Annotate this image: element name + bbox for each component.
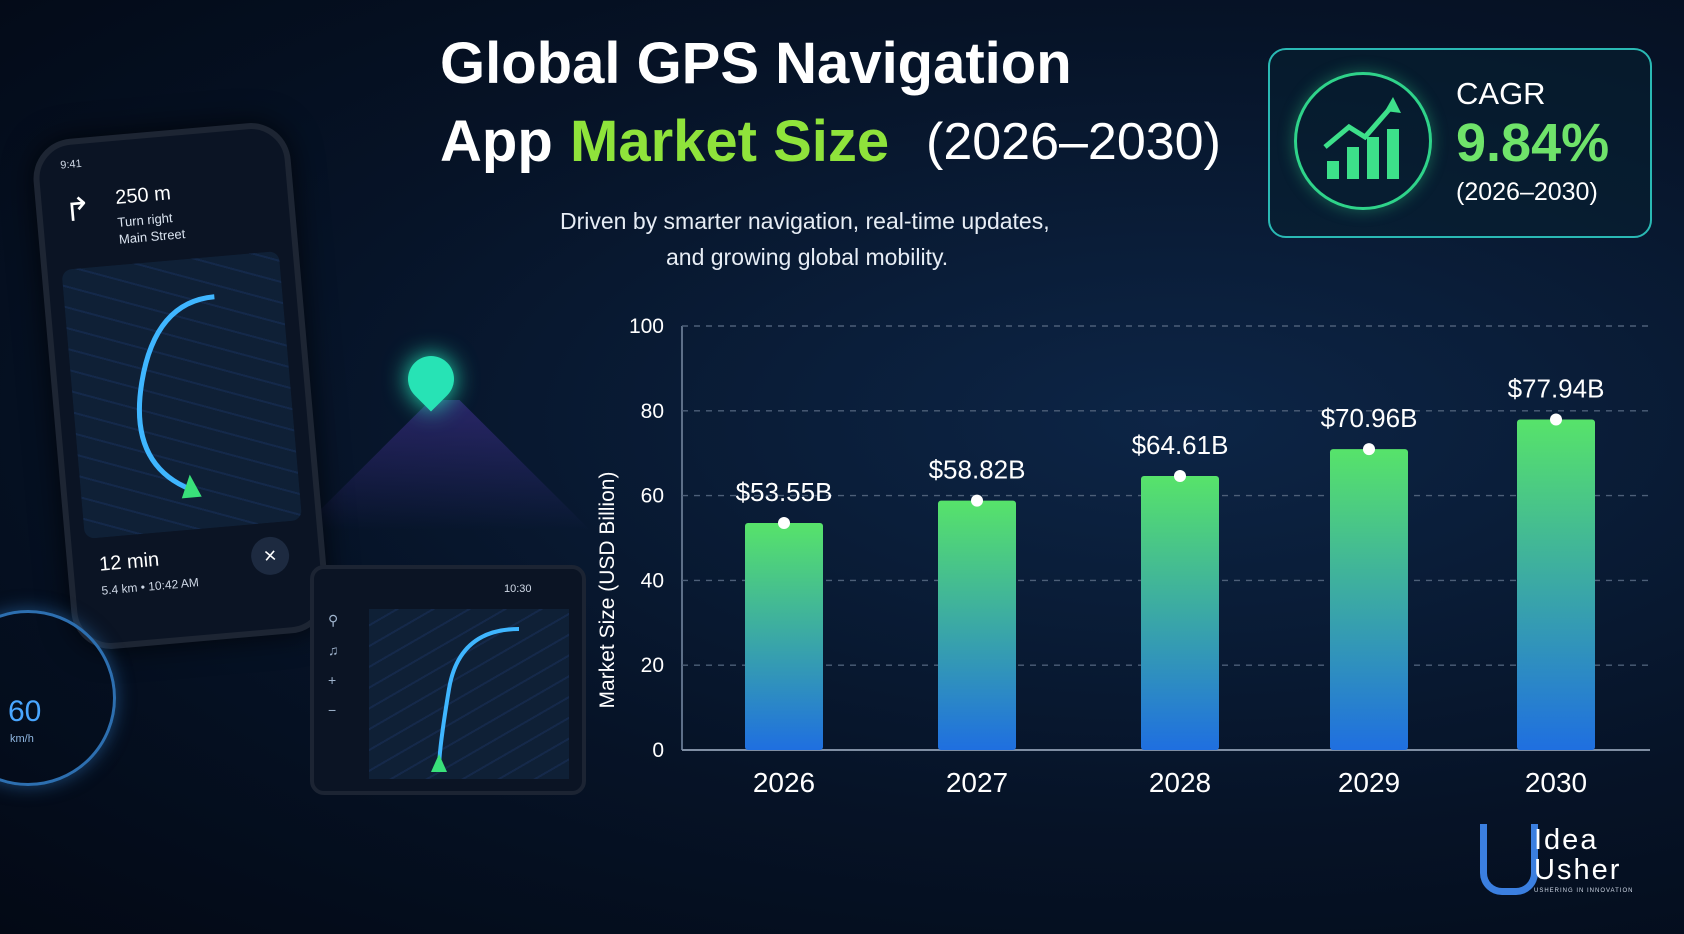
cagr-label: CAGR xyxy=(1456,76,1546,111)
bar-marker xyxy=(971,494,983,507)
dashboard-screen: 10:30 ⚲ ♫ + − xyxy=(310,565,586,795)
phone-map xyxy=(61,250,303,539)
bar xyxy=(1141,476,1219,750)
speed-unit: km/h xyxy=(10,733,34,745)
bar xyxy=(938,500,1016,750)
logo-tagline: USHERING IN INNOVATION xyxy=(1534,888,1634,894)
cagr-value: 9.84% xyxy=(1456,113,1610,173)
logo-line-2: Usher xyxy=(1534,854,1622,886)
cagr-card: CAGR 9.84% (2026–2030) xyxy=(1268,48,1652,238)
navigation-arrow-icon xyxy=(181,474,202,499)
dashboard-route xyxy=(431,627,520,772)
bar-marker xyxy=(778,516,790,529)
x-tick-label: 2030 xyxy=(1525,767,1587,798)
route-line xyxy=(136,294,215,499)
speed-value: 60 xyxy=(8,695,42,728)
bar-marker xyxy=(1174,470,1186,483)
zoom-in-icon[interactable]: + xyxy=(328,672,337,688)
bar xyxy=(745,522,823,750)
dashboard-time: 10:30 xyxy=(504,583,532,595)
dashboard-side-icons: ⚲ ♫ + − xyxy=(328,605,339,725)
y-tick-label: 60 xyxy=(641,485,664,508)
title-line-2-app: App xyxy=(440,109,553,174)
data-label: $70.96B xyxy=(1321,403,1418,433)
y-tick-label: 20 xyxy=(641,654,664,677)
y-tick-label: 0 xyxy=(652,739,664,762)
x-tick-label: 2027 xyxy=(946,767,1008,798)
bar-marker xyxy=(1550,413,1562,426)
bar xyxy=(1330,449,1408,750)
y-tick-label: 100 xyxy=(629,315,664,338)
search-icon[interactable]: ⚲ xyxy=(328,612,339,628)
zoom-out-icon[interactable]: − xyxy=(328,702,337,718)
growth-chart-icon xyxy=(1294,72,1432,210)
logo-line-1: Idea xyxy=(1534,824,1599,856)
bar xyxy=(1517,419,1595,750)
data-label: $53.55B xyxy=(736,477,833,507)
bar-marker xyxy=(1363,443,1375,456)
title-line-2-highlight: Market Size xyxy=(570,109,890,174)
volume-icon[interactable]: ♫ xyxy=(328,642,339,658)
title-line-2-period: (2026–2030) xyxy=(926,113,1221,171)
data-label: $64.61B xyxy=(1132,430,1229,460)
data-label: $77.94B xyxy=(1508,374,1605,404)
x-tick-label: 2028 xyxy=(1149,767,1211,798)
subtitle-line-1: Driven by smarter navigation, real-time … xyxy=(560,208,1050,234)
x-tick-label: 2026 xyxy=(753,767,815,798)
idea-usher-logo: Idea Usher USHERING IN INNOVATION xyxy=(1480,824,1650,896)
cagr-period: (2026–2030) xyxy=(1456,178,1598,206)
navigation-scene: 9:41 ↱ 250 m Turn right Main Street 12 m… xyxy=(0,0,600,934)
phone-mockup: 9:41 ↱ 250 m Turn right Main Street 12 m… xyxy=(30,119,332,653)
logo-mark-icon xyxy=(1480,824,1538,895)
y-tick-label: 80 xyxy=(641,400,664,423)
y-axis-label: Market Size (USD Billion) xyxy=(596,472,619,709)
data-label: $58.82B xyxy=(929,455,1026,485)
title-line-1: Global GPS Navigation xyxy=(440,31,1072,96)
dashboard-map xyxy=(369,609,569,779)
y-tick-label: 40 xyxy=(641,569,664,592)
x-tick-label: 2029 xyxy=(1338,767,1400,798)
subtitle-line-2: and growing global mobility. xyxy=(666,244,949,270)
